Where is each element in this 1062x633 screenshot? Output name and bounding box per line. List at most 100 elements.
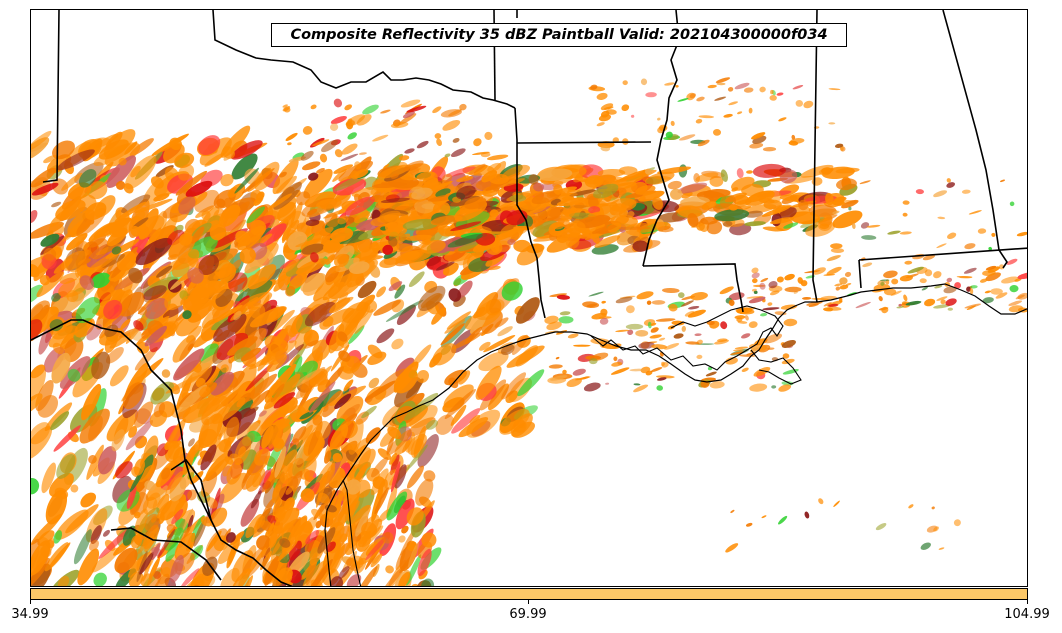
reflectivity-blob (600, 103, 614, 111)
reflectivity-blob (1014, 278, 1022, 282)
reflectivity-blob (768, 281, 778, 289)
reflectivity-blob (636, 291, 654, 300)
reflectivity-blob (902, 200, 910, 205)
reflectivity-blob (335, 257, 360, 273)
reflectivity-blob (49, 319, 64, 332)
reflectivity-blob (728, 101, 739, 106)
reflectivity-blob (81, 383, 102, 421)
reflectivity-blob (924, 298, 936, 307)
reflectivity-blob (633, 383, 641, 386)
reflectivity-blob (1006, 258, 1018, 265)
reflectivity-blob (733, 194, 749, 205)
reflectivity-blob (61, 172, 83, 191)
reflectivity-blob (328, 323, 345, 354)
reflectivity-blob (904, 260, 913, 265)
reflectivity-blob (442, 120, 461, 131)
reflectivity-blob (656, 385, 663, 391)
reflectivity-blob (776, 92, 784, 96)
reflectivity-blob (618, 169, 650, 182)
reflectivity-blob (655, 318, 676, 322)
reflectivity-blob (915, 189, 924, 195)
reflectivity-blob (526, 243, 545, 254)
reflectivity-blob (156, 500, 172, 519)
reflectivity-blob (936, 296, 948, 301)
reflectivity-blob (137, 215, 165, 238)
reflectivity-blob (288, 576, 305, 586)
reflectivity-blob (698, 115, 715, 119)
reflectivity-blob (697, 139, 710, 147)
reflectivity-blob (880, 279, 890, 282)
reflectivity-blob (684, 311, 695, 317)
reflectivity-blob (887, 230, 901, 235)
reflectivity-blob (202, 458, 226, 483)
reflectivity-blob (61, 250, 87, 271)
reflectivity-blob (170, 554, 184, 583)
reflectivity-blob (933, 304, 951, 309)
reflectivity-blob (501, 281, 523, 301)
reflectivity-blob (345, 479, 361, 495)
reflectivity-blob (31, 209, 38, 224)
reflectivity-blob (62, 219, 84, 242)
reflectivity-blob (664, 82, 675, 86)
reflectivity-blob (665, 131, 673, 139)
reflectivity-blob (198, 343, 219, 364)
reflectivity-blob (730, 509, 735, 513)
reflectivity-blob (233, 310, 242, 321)
reflectivity-blob (383, 164, 390, 169)
reflectivity-blob (566, 378, 582, 387)
reflectivity-blob (825, 192, 834, 206)
reflectivity-blob (70, 484, 79, 493)
reflectivity-blob (570, 207, 577, 212)
reflectivity-blob (41, 462, 56, 494)
reflectivity-blob (287, 515, 308, 547)
reflectivity-blob (288, 272, 308, 290)
reflectivity-blob (651, 344, 668, 350)
reflectivity-blob (826, 306, 842, 311)
reflectivity-blob (613, 356, 618, 362)
reflectivity-blob (245, 472, 262, 492)
reflectivity-blob (398, 155, 410, 161)
reflectivity-blob (204, 153, 224, 167)
reflectivity-blob (434, 133, 442, 139)
reflectivity-blob (255, 515, 266, 529)
reflectivity-blob (475, 299, 505, 321)
reflectivity-blob (79, 275, 95, 290)
reflectivity-blob (689, 93, 697, 99)
reflectivity-blob (706, 320, 715, 326)
reflectivity-blob (988, 246, 993, 251)
reflectivity-blob (357, 280, 377, 299)
reflectivity-blob (890, 290, 902, 296)
reflectivity-blob (800, 280, 808, 287)
reflectivity-blob (313, 559, 333, 586)
reflectivity-blob (629, 368, 646, 372)
reflectivity-blob (881, 306, 889, 314)
reflectivity-blob (173, 348, 205, 381)
reflectivity-blob (680, 196, 710, 207)
reflectivity-blob (603, 106, 614, 110)
reflectivity-blob (681, 325, 687, 332)
reflectivity-blob (458, 241, 479, 252)
reflectivity-blob (115, 180, 126, 190)
reflectivity-blob (91, 547, 120, 573)
reflectivity-blob (285, 285, 296, 297)
reflectivity-blob (288, 540, 302, 561)
reflectivity-blob (88, 415, 103, 442)
reflectivity-blob (31, 426, 53, 460)
reflectivity-blob (459, 103, 467, 111)
reflectivity-blob (933, 271, 942, 279)
reflectivity-blob (311, 508, 324, 520)
ms-la-border (642, 263, 744, 313)
reflectivity-blob (441, 173, 453, 184)
reflectivity-blob (435, 414, 455, 435)
reflectivity-blob (403, 160, 424, 172)
reflectivity-blob (416, 369, 430, 384)
reflectivity-blob (457, 280, 473, 299)
reflectivity-blob (319, 153, 328, 163)
reflectivity-blob (266, 354, 287, 373)
reflectivity-blob (792, 85, 804, 90)
reflectivity-blob (274, 446, 287, 478)
reflectivity-blob (452, 137, 460, 143)
ar-la-border (516, 141, 652, 144)
reflectivity-blob (190, 470, 204, 485)
reflectivity-blob (391, 338, 404, 350)
